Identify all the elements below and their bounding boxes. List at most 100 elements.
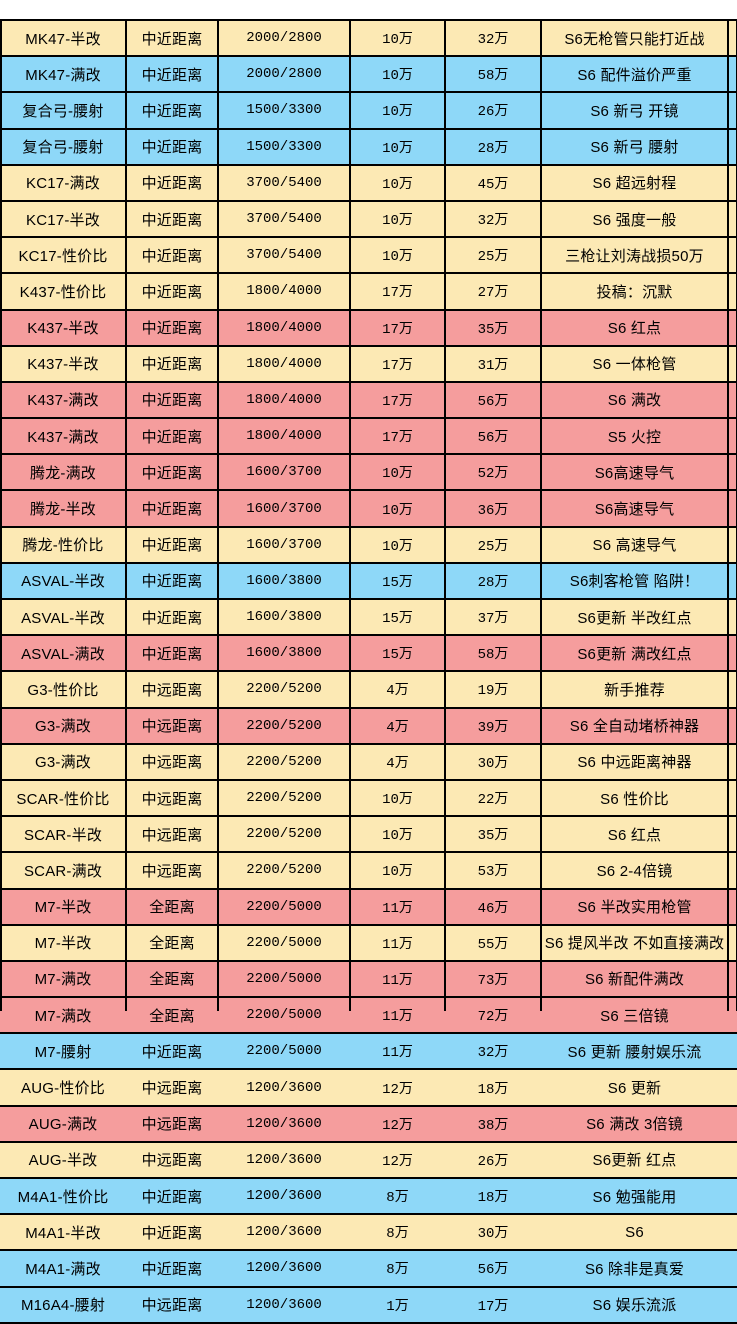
cell-range[interactable]: 全距离 <box>126 961 218 997</box>
cell-cost_a[interactable]: 10万 <box>350 21 445 56</box>
cell-note[interactable]: S6 性价比 <box>541 780 728 816</box>
cell-range[interactable]: 中近距离 <box>126 382 218 418</box>
cell-rpm[interactable]: 1800/4000 <box>218 382 350 418</box>
cell-weapon[interactable]: M4A1-性价比 <box>0 1179 126 1214</box>
cell-cost_a[interactable]: 1万 <box>350 1287 445 1322</box>
cell-range[interactable]: 中近距离 <box>126 1034 218 1069</box>
cell-note[interactable]: S6 高速导气 <box>541 527 728 562</box>
table-row[interactable]: 复合弓-腰射 中近距离 1500/3300 10万 28万 S6 新弓 腰射 <box>0 129 737 166</box>
cell-weapon[interactable]: KC17-半改 <box>0 201 126 237</box>
cell-weapon[interactable]: KC17-满改 <box>0 165 126 200</box>
table-row[interactable]: K437-满改 中近距离 1800/4000 17万 56万 S5 火控 <box>0 419 737 456</box>
cell-partial-right[interactable] <box>728 744 737 779</box>
cell-cost_a[interactable]: 17万 <box>350 382 445 418</box>
cell-cost_b[interactable]: 58万 <box>445 636 541 671</box>
cell-cost_a[interactable]: 8万 <box>350 1251 445 1286</box>
cell-partial-right[interactable] <box>728 310 737 345</box>
cell-weapon[interactable]: MK47-半改 <box>0 21 126 56</box>
table-row[interactable]: ASVAL-半改 中近距离 1600/3800 15万 37万 S6更新 半改红点 <box>0 600 737 637</box>
cell-cost_b[interactable]: 30万 <box>445 744 541 779</box>
table-row[interactable]: AUG-半改 中远距离 1200/3600 12万 26万 S6更新 红点 <box>0 1142 737 1179</box>
cell-note[interactable]: 投稿：沉默 <box>541 274 728 309</box>
cell-rpm[interactable]: 2200/5000 <box>218 961 350 997</box>
cell-range[interactable]: 中近距离 <box>126 527 218 562</box>
cell-partial-right[interactable] <box>728 201 737 237</box>
table-row[interactable]: G3-满改 中远距离 2200/5200 4万 39万 S6 全自动堵桥神器 <box>0 708 737 745</box>
cell-rpm[interactable]: 1500/3300 <box>218 93 350 128</box>
cell-cost_a[interactable]: 8万 <box>350 1179 445 1214</box>
cell-cost_a[interactable]: 12万 <box>350 1070 445 1105</box>
cell-cost_b[interactable]: 19万 <box>445 672 541 707</box>
cell-note[interactable]: S6 勉强能用 <box>541 1179 728 1214</box>
table-row[interactable]: K437-半改 中近距离 1800/4000 17万 31万 S6 一体枪管 <box>0 346 737 383</box>
cell-rpm[interactable]: 1800/4000 <box>218 310 350 345</box>
table-row[interactable]: ASVAL-半改 中近距离 1600/3800 15万 28万 S6刺客枪管 陷阱！ <box>0 563 737 600</box>
cell-rpm[interactable]: 1200/3600 <box>218 1142 350 1177</box>
cell-range[interactable]: 中近距离 <box>126 346 218 381</box>
cell-partial-right[interactable] <box>728 672 737 707</box>
cell-weapon[interactable]: K437-性价比 <box>0 274 126 309</box>
cell-partial-right[interactable] <box>728 1070 737 1105</box>
cell-rpm[interactable]: 2200/5200 <box>218 817 350 852</box>
cell-rpm[interactable]: 2200/5000 <box>218 998 350 1033</box>
cell-cost_a[interactable]: 17万 <box>350 346 445 381</box>
cell-rpm[interactable]: 1800/4000 <box>218 419 350 454</box>
table-row[interactable]: M7-半改 全距离 2200/5000 11万 55万 S6 提风半改 不如直接满改 <box>0 925 737 962</box>
cell-cost_b[interactable]: 38万 <box>445 1106 541 1141</box>
cell-partial-right[interactable] <box>728 57 737 92</box>
cell-note[interactable]: S6 配件溢价严重 <box>541 57 728 92</box>
cell-cost_a[interactable]: 8万 <box>350 1215 445 1250</box>
cell-range[interactable]: 中远距离 <box>126 708 218 743</box>
cell-note[interactable]: S6 新弓 开镜 <box>541 93 728 128</box>
cell-partial-right[interactable] <box>728 129 737 164</box>
cell-range[interactable]: 中近距离 <box>126 129 218 164</box>
cell-partial-right[interactable] <box>728 853 737 888</box>
table-row[interactable]: M16A4-腰射 中远距离 1200/3600 1万 17万 S6 娱乐流派 <box>0 1287 737 1324</box>
cell-note[interactable]: S6无枪管只能打近战 <box>541 21 728 56</box>
cell-rpm[interactable]: 1600/3800 <box>218 600 350 635</box>
cell-note[interactable]: S6 更新 腰射娱乐流 <box>541 1034 728 1069</box>
cell-partial-right[interactable] <box>728 780 737 816</box>
cell-note[interactable]: S6 半改实用枪管 <box>541 889 728 924</box>
table-row[interactable]: KC17-满改 中近距离 3700/5400 10万 45万 S6 超远射程 <box>0 165 737 202</box>
cell-cost_b[interactable]: 18万 <box>445 1070 541 1105</box>
cell-partial-right[interactable] <box>728 21 737 56</box>
cell-range[interactable]: 中远距离 <box>126 817 218 852</box>
cell-cost_a[interactable]: 15万 <box>350 636 445 671</box>
cell-cost_b[interactable]: 28万 <box>445 563 541 598</box>
cell-rpm[interactable]: 2200/5000 <box>218 925 350 960</box>
cell-note[interactable]: S6 强度一般 <box>541 201 728 237</box>
cell-note[interactable]: S6高速导气 <box>541 491 728 526</box>
cell-note[interactable]: S6 新弓 腰射 <box>541 129 728 164</box>
cell-cost_b[interactable]: 36万 <box>445 491 541 526</box>
cell-cost_b[interactable]: 35万 <box>445 310 541 345</box>
cell-range[interactable]: 全距离 <box>126 998 218 1033</box>
table-row[interactable]: K437-性价比 中近距离 1800/4000 17万 27万 投稿：沉默 <box>0 274 737 311</box>
cell-range[interactable]: 中远距离 <box>126 780 218 816</box>
cell-note[interactable]: S6更新 半改红点 <box>541 600 728 635</box>
cell-cost_a[interactable]: 10万 <box>350 57 445 92</box>
cell-note[interactable]: S6 <box>541 1215 728 1250</box>
cell-rpm[interactable]: 2000/2800 <box>218 57 350 92</box>
cell-rpm[interactable]: 2200/5200 <box>218 744 350 779</box>
cell-note[interactable]: S6 全自动堵桥神器 <box>541 708 728 743</box>
cell-weapon[interactable]: AUG-性价比 <box>0 1070 126 1105</box>
table-row[interactable]: 腾龙-满改 中近距离 1600/3700 10万 52万 S6高速导气 <box>0 455 737 492</box>
table-row[interactable]: AUG-满改 中远距离 1200/3600 12万 38万 S6 满改 3倍镜 <box>0 1106 737 1143</box>
cell-range[interactable]: 中近距离 <box>126 1179 218 1214</box>
cell-weapon[interactable]: M4A1-半改 <box>0 1215 126 1250</box>
cell-partial-right[interactable] <box>728 238 737 273</box>
cell-partial-right[interactable] <box>728 708 737 743</box>
table-row[interactable]: M4A1-满改 中近距离 1200/3600 8万 56万 S6 除非是真爱 <box>0 1251 737 1288</box>
table-row[interactable]: AUG-性价比 中远距离 1200/3600 12万 18万 S6 更新 <box>0 1070 737 1107</box>
cell-rpm[interactable]: 1600/3700 <box>218 491 350 526</box>
cell-cost_b[interactable]: 27万 <box>445 274 541 309</box>
cell-cost_b[interactable]: 32万 <box>445 1034 541 1069</box>
cell-note[interactable]: S6刺客枪管 陷阱！ <box>541 563 728 598</box>
cell-weapon[interactable]: AUG-满改 <box>0 1106 126 1141</box>
cell-partial-right[interactable] <box>728 165 737 200</box>
cell-range[interactable]: 中近距离 <box>126 57 218 92</box>
table-row[interactable]: 腾龙-半改 中近距离 1600/3700 10万 36万 S6高速导气 <box>0 491 737 528</box>
table-row[interactable]: G3-性价比 中远距离 2200/5200 4万 19万 新手推荐 <box>0 672 737 709</box>
cell-cost_b[interactable]: 56万 <box>445 382 541 418</box>
